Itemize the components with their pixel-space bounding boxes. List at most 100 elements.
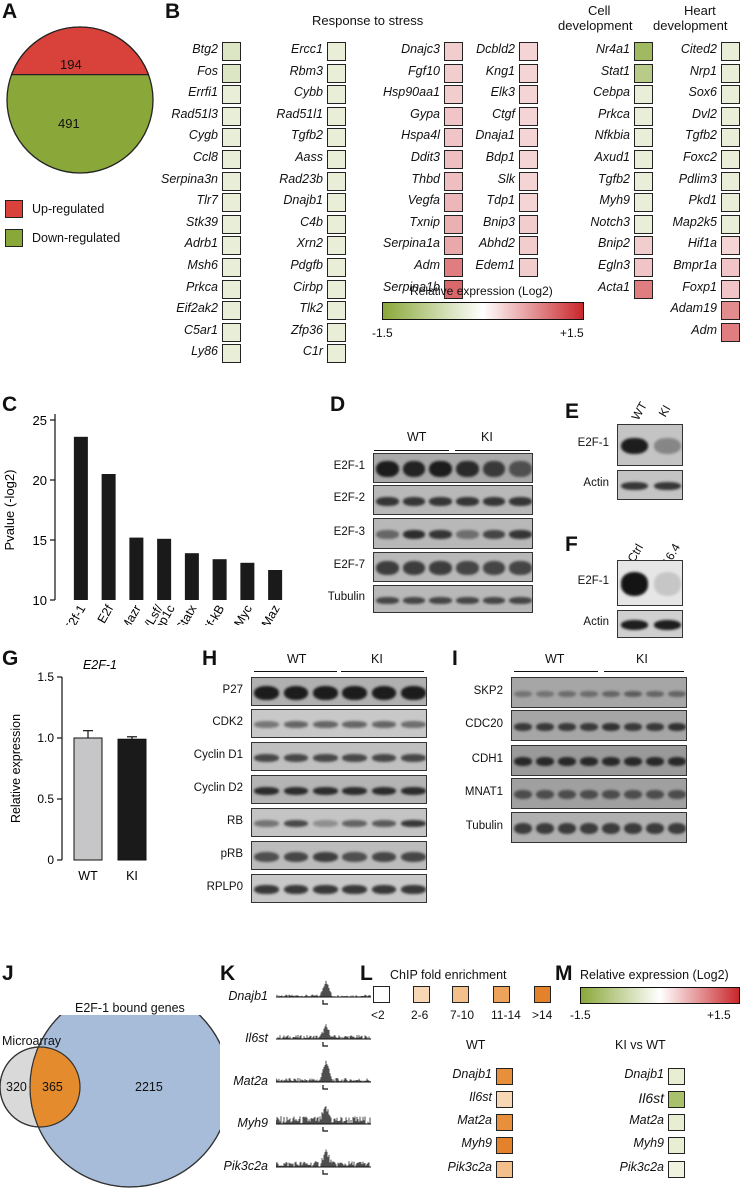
- chart-title-g: E2F-1: [83, 658, 117, 672]
- x-tick-label-c: Mazr: [118, 603, 144, 626]
- blot-band: [509, 461, 532, 477]
- legend-down-swatch: [5, 229, 23, 247]
- gene-label: Dnajb1: [283, 193, 323, 208]
- chip-gene-cell: [496, 1091, 513, 1108]
- gene-label: Egln3: [598, 258, 630, 272]
- blot-strip: [511, 677, 687, 708]
- gene-label: Stk39: [186, 214, 218, 229]
- gene-label: Hsp90aa1: [383, 85, 440, 100]
- blot-band: [456, 530, 479, 539]
- track-signal: [276, 980, 371, 997]
- heatmap-cell: [222, 301, 241, 321]
- blot-strip: [251, 841, 427, 870]
- m-gene-label: Il6st: [638, 1090, 664, 1106]
- x-tick-label-c: E2f: [95, 602, 117, 625]
- panel-label-i: I: [452, 647, 458, 670]
- gene-label: Serpina1a: [383, 236, 440, 251]
- tss-arrow-icon: [322, 1127, 328, 1132]
- gene-label: Slk: [497, 171, 515, 186]
- heatmap-cell: [222, 63, 241, 83]
- blot-band: [557, 790, 577, 799]
- y-axis-label-g: Relative expression: [9, 714, 23, 823]
- heatmap-cell: [222, 344, 241, 364]
- gene-label: Pdgfb: [290, 258, 323, 272]
- blot-band: [283, 721, 309, 728]
- m-gene-label: Pik3c2a: [619, 1160, 664, 1174]
- legend-down-label: Down-regulated: [32, 231, 121, 245]
- heatmap-cell: [721, 301, 740, 321]
- heatmap-cell: [444, 214, 463, 234]
- chip-subtitle: WT: [466, 1038, 486, 1052]
- gene-label: Prkca: [598, 106, 630, 121]
- blot-row-label: RB: [227, 814, 243, 827]
- blot-band: [535, 757, 555, 766]
- blot-band: [401, 851, 426, 862]
- blot-strip: [617, 424, 683, 466]
- blot-band: [535, 790, 555, 799]
- wt-bracket-d: [374, 450, 449, 451]
- gene-label: Rbm3: [289, 63, 323, 78]
- heatmap-cell: [444, 236, 463, 256]
- group-title-stress: Response to stress: [312, 13, 424, 28]
- blot-band: [653, 482, 682, 490]
- blot-band: [254, 851, 279, 862]
- gene-label: Abhd2: [478, 236, 515, 251]
- gene-label: Pdlim3: [678, 171, 717, 186]
- m-color-scale-bar: [580, 987, 740, 1004]
- blot-band: [402, 596, 426, 604]
- m-gene-cell: [668, 1161, 685, 1178]
- bar-chart-g: E2F-1 1.5 1.0 0.5 0 Relative expression WT KI: [9, 658, 147, 883]
- heatmap-cell: [222, 322, 241, 342]
- blot-band: [645, 823, 665, 834]
- blot-band: [313, 786, 338, 795]
- scale-title-b: Relative expression (Log2): [410, 284, 553, 298]
- heatmap-cell: [519, 236, 538, 256]
- track-gene-label: Pik3c2a: [223, 1159, 268, 1173]
- blot-band: [283, 851, 309, 862]
- blot-band: [402, 561, 426, 575]
- chip-gene-label: Myh9: [461, 1136, 492, 1150]
- pie-up-value: 194: [60, 57, 82, 72]
- gene-label: Stat1: [600, 63, 630, 78]
- blot-band: [667, 690, 686, 697]
- gene-label: Msh6: [187, 258, 218, 272]
- bar-g: [73, 737, 103, 861]
- heatmap-cell: [222, 150, 241, 169]
- y-axis-label-c: Pvalue (-log2): [2, 470, 17, 551]
- y-tick-label-g: 1.0: [37, 731, 54, 745]
- blot-band: [254, 721, 279, 728]
- blot-row-label: CDK2: [212, 715, 243, 728]
- heatmap-cell: [519, 42, 538, 61]
- gene-label: C1r: [302, 344, 323, 359]
- gene-label: Cited2: [680, 42, 717, 56]
- gene-label: Cygb: [188, 128, 218, 143]
- gene-label: Nrp1: [689, 63, 717, 78]
- blot-band: [376, 496, 399, 506]
- heatmap-cell: [634, 106, 653, 126]
- y-tick-label-g: 1.5: [37, 670, 54, 684]
- blot-band: [620, 438, 649, 454]
- chip-legend-label: 11-14: [491, 1008, 521, 1022]
- gene-label: Kng1: [485, 63, 515, 78]
- chip-gene-cell: [496, 1137, 513, 1154]
- panel-label-h: H: [202, 647, 218, 670]
- blot-band: [456, 461, 479, 477]
- blot-strip: [511, 710, 687, 741]
- blot-band: [482, 530, 506, 539]
- blot-band: [313, 753, 338, 762]
- blot-band: [620, 572, 649, 596]
- heatmap-cell: [222, 236, 241, 256]
- blot-band: [456, 596, 479, 604]
- heatmap-cell: [222, 258, 241, 277]
- heatmap-cell: [327, 258, 346, 277]
- heatmap-cell: [327, 150, 346, 169]
- panel-label-f: F: [565, 533, 578, 556]
- blot-band: [579, 790, 599, 799]
- heatmap-cell: [721, 63, 740, 83]
- heatmap-cell: [634, 193, 653, 213]
- x-tick-label-c: E2f-1: [61, 602, 88, 625]
- blot-strip: [511, 778, 687, 809]
- gene-label: Acta1: [598, 279, 630, 294]
- y-tick-label-g: 0.5: [37, 792, 54, 806]
- blot-row-label: pRB: [220, 847, 243, 860]
